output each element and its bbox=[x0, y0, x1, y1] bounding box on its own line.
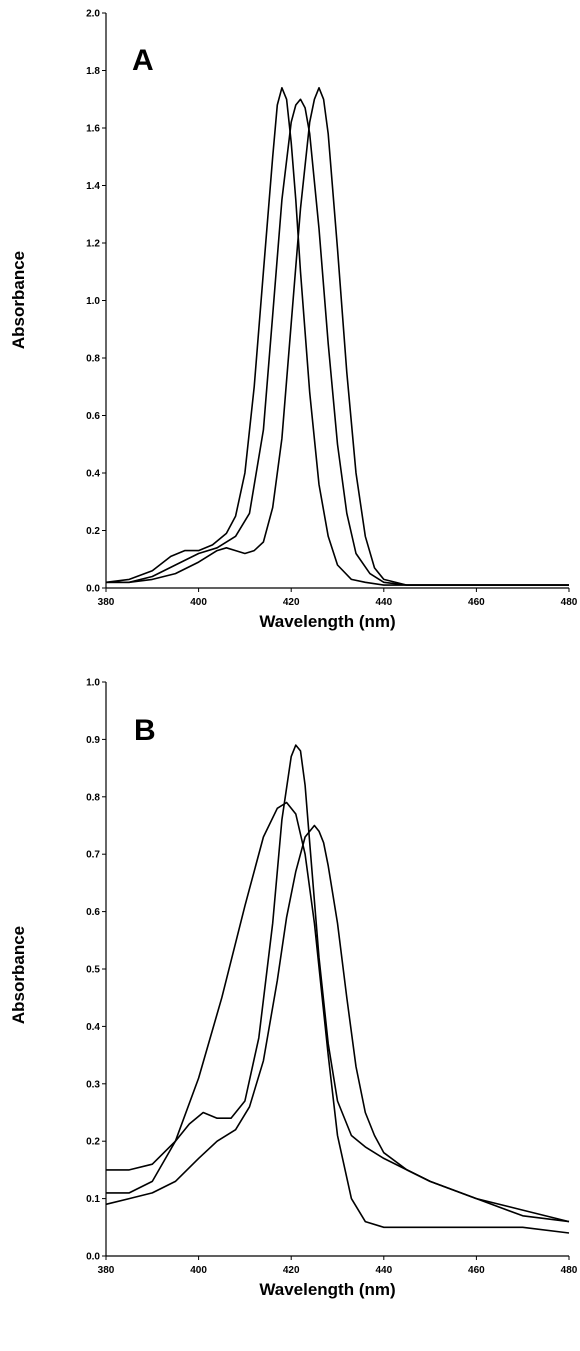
series-line-2 bbox=[106, 744, 570, 1223]
series-line-3 bbox=[105, 824, 570, 1223]
y-tick-label: 0.2 bbox=[86, 526, 100, 537]
y-axis-title: Absorbance bbox=[9, 251, 28, 349]
x-tick-label: 440 bbox=[375, 1265, 392, 1276]
chart-panel-a: 0.0 0.2 0.4 0.6 0.8 1.0 1.2 1.4 1.6 1.8 2.0 380 400 4… bbox=[0, 0, 580, 675]
series-line-1 bbox=[105, 87, 569, 586]
y-tick-label: 1.4 bbox=[86, 181, 100, 192]
x-tick-label: 440 bbox=[375, 597, 392, 608]
y-tick-label: 0.6 bbox=[86, 907, 100, 918]
x-tick-label: 480 bbox=[561, 1265, 578, 1276]
y-tick-label: 0.4 bbox=[86, 1022, 100, 1033]
x-tick-label: 460 bbox=[468, 597, 485, 608]
series-line-1 bbox=[106, 801, 570, 1234]
y-tick-label: 0.0 bbox=[86, 584, 100, 595]
y-tick-label: 1.0 bbox=[86, 296, 100, 307]
x-tick-label: 480 bbox=[561, 597, 578, 608]
y-tick-label: 0.8 bbox=[86, 792, 100, 803]
y-tick-label: 0.8 bbox=[86, 354, 100, 365]
y-tick-label: 0.0 bbox=[86, 1252, 100, 1263]
x-axis-title: Wavelength (nm) bbox=[259, 612, 395, 631]
y-tick-label: 0.6 bbox=[86, 411, 100, 422]
chart-panel-b: 0.0 0.1 0.2 0.3 0.4 0.5 0.6 0.7 0.8 0.9 1.0 380 400 4… bbox=[0, 675, 580, 1351]
y-tick-label: 0.1 bbox=[86, 1194, 100, 1205]
y-tick-label: 1.2 bbox=[86, 239, 100, 250]
x-tick-label: 420 bbox=[283, 597, 300, 608]
y-tick-label: 1.8 bbox=[86, 66, 100, 77]
y-tick-label: 0.5 bbox=[86, 965, 100, 976]
y-tick-label: 1.0 bbox=[86, 678, 100, 689]
series-line-2 bbox=[106, 98, 569, 586]
x-axis-title: Wavelength (nm) bbox=[259, 1280, 395, 1299]
y-tick-label: 0.7 bbox=[86, 850, 100, 861]
y-tick-label: 2.0 bbox=[86, 9, 100, 20]
y-tick-label: 0.9 bbox=[86, 735, 100, 746]
x-tick-label: 380 bbox=[98, 597, 115, 608]
x-tick-label: 400 bbox=[190, 597, 207, 608]
panel-label: A bbox=[132, 44, 154, 77]
x-tick-label: 460 bbox=[468, 1265, 485, 1276]
y-tick-label: 0.4 bbox=[86, 469, 100, 480]
series-line-3 bbox=[106, 87, 569, 586]
y-tick-label: 1.6 bbox=[86, 124, 100, 135]
absorbance-chart-a: 0.0 0.2 0.4 0.6 0.8 1.0 1.2 1.4 1.6 1.8 2.0 380 400 4… bbox=[9, 9, 578, 632]
x-tick-label: 380 bbox=[98, 1265, 115, 1276]
y-tick-label: 0.3 bbox=[86, 1079, 100, 1090]
panel-label: B bbox=[134, 714, 156, 747]
y-axis-title: Absorbance bbox=[9, 926, 28, 1024]
absorbance-chart-b: 0.0 0.1 0.2 0.3 0.4 0.5 0.6 0.7 0.8 0.9 1.0 380 400 4… bbox=[9, 678, 578, 1300]
x-tick-label: 420 bbox=[283, 1265, 300, 1276]
y-tick-label: 0.2 bbox=[86, 1137, 100, 1148]
x-tick-label: 400 bbox=[190, 1265, 207, 1276]
